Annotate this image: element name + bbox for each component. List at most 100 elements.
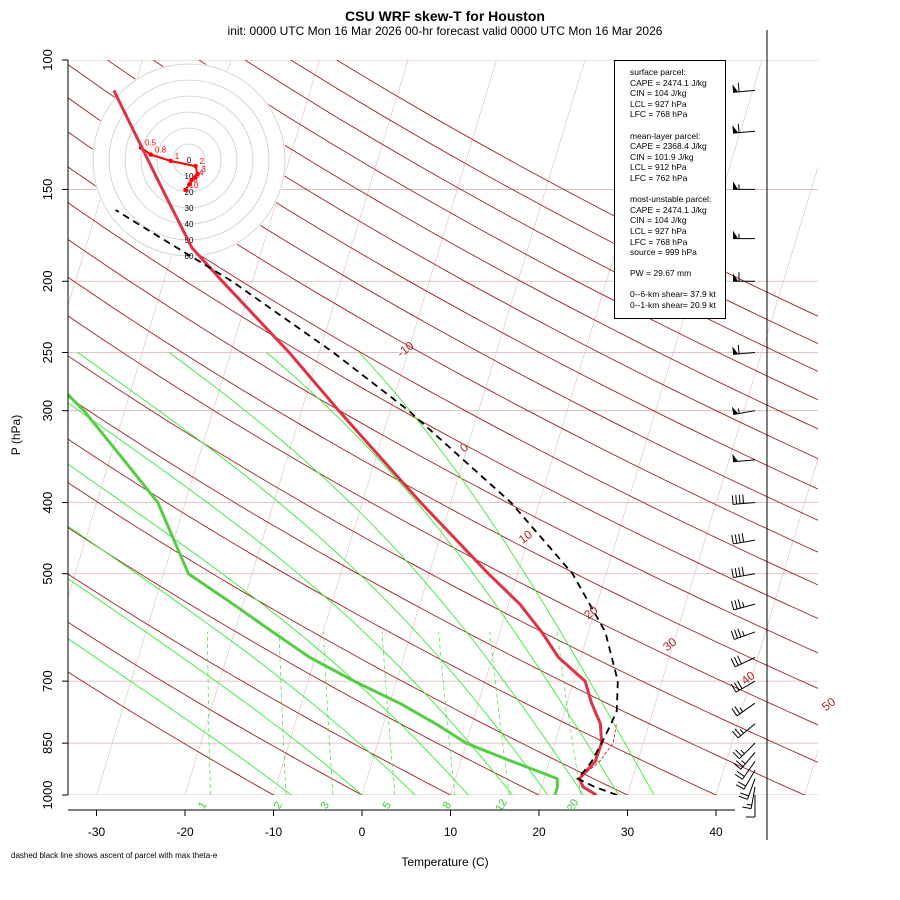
mixing-ratio-label: 8 — [441, 800, 454, 811]
most-unstable-lfc: LFC = 768 hPa — [630, 236, 688, 247]
mixing-ratio-line — [381, 631, 396, 795]
mixing-ratio-label: 20 — [565, 797, 582, 814]
parcel-footnote: dashed black line shows ascent of parcel… — [11, 851, 218, 860]
wind-barb — [738, 778, 756, 800]
barb-full — [732, 751, 740, 760]
dry-adiabat — [68, 573, 452, 795]
mixing-ratio-line — [207, 631, 211, 795]
barb-full — [730, 630, 735, 640]
surface-parcel-heading: surface parcel: — [630, 67, 686, 77]
barb-full — [741, 566, 745, 576]
barb-full — [731, 684, 737, 693]
isotherm-line — [361, 60, 586, 795]
most-unstable-heading: most-unstable parcel: — [630, 194, 712, 205]
wind-barb — [731, 533, 756, 545]
shear-0-6km: 0--6-km shear= 37.9 kt — [630, 289, 716, 300]
dry-adiabat — [68, 202, 818, 619]
barb-full — [730, 658, 736, 668]
barb-half — [740, 749, 745, 755]
barb-full — [731, 495, 734, 505]
mixing-ratio-label: 1 — [196, 800, 209, 811]
wind-barb — [730, 628, 756, 640]
isotherm-line — [804, 749, 818, 795]
y-tick-label: 700 — [40, 670, 55, 692]
hodograph-point-label: 4 — [199, 168, 204, 177]
dry-adiabat — [68, 276, 818, 689]
hodograph-point — [187, 182, 192, 187]
wind-barb — [734, 761, 756, 780]
x-tick-label: 0 — [359, 825, 366, 839]
barb-full — [731, 568, 734, 578]
precipitable-water: PW = 29.67 mm — [630, 268, 692, 279]
barb-pennant — [731, 406, 739, 415]
barb-full — [730, 601, 735, 610]
hodograph-ring-label: 30 — [185, 204, 194, 213]
x-tick-label: 20 — [532, 825, 546, 839]
dry-adiabat — [68, 315, 818, 726]
dry-adiabat — [68, 355, 818, 763]
x-tick-label: 10 — [444, 825, 458, 839]
dry-adiabat — [107, 60, 818, 460]
barb-pennant — [732, 346, 739, 355]
mixing-ratio-line — [438, 631, 456, 795]
hodograph-point-label: 3 — [201, 165, 206, 174]
wind-barb — [732, 453, 756, 463]
barb-full — [734, 728, 742, 736]
barb-full — [735, 749, 743, 757]
barb-full — [731, 708, 738, 717]
wind-barb — [733, 230, 755, 240]
moist-adiabat — [68, 638, 292, 795]
shear-0-1km: 0--1-km shear= 20.9 kt — [630, 300, 716, 311]
barb-full — [737, 781, 746, 787]
dry-adiabat — [68, 64, 818, 490]
y-tick-label: 500 — [40, 563, 55, 585]
dry-adiabat — [68, 527, 541, 795]
hodograph-point-label: 8 — [193, 175, 198, 184]
y-axis-label: P (hPa) — [9, 414, 23, 456]
barb-pennant — [732, 125, 739, 134]
barb-half — [746, 803, 752, 806]
barb-full — [736, 770, 745, 777]
barb-full — [737, 680, 743, 689]
wind-barb — [730, 655, 756, 668]
isotherm-line — [273, 60, 497, 795]
dry-adiabat — [68, 238, 818, 654]
barb-full — [734, 706, 741, 715]
barb-full — [731, 730, 739, 739]
most-unstable-cape: CAPE = 2474.1 J/kg — [630, 204, 707, 215]
dry-adiabat — [244, 60, 818, 372]
barb-full — [731, 534, 734, 545]
dewpoint-line — [68, 392, 559, 795]
barb-full — [738, 494, 741, 504]
surface-cin: CIN = 104 J/kg — [630, 88, 687, 99]
barb-pennant — [732, 453, 739, 462]
hodograph-background — [92, 63, 286, 257]
wind-barb — [730, 599, 756, 611]
hodograph-point — [195, 172, 200, 177]
x-axis-label: Temperature (C) — [401, 855, 489, 869]
hodograph-ring — [140, 111, 238, 209]
mixing-ratio-line — [278, 631, 287, 795]
wind-barb — [742, 786, 756, 810]
dry-adiabat — [68, 166, 818, 586]
barb-shaft — [735, 680, 756, 693]
barb-full — [733, 763, 742, 770]
barb-shaft — [737, 723, 756, 739]
moist-adiabat — [68, 402, 513, 795]
mean-layer-heading: mean-layer parcel: — [630, 130, 701, 141]
y-tick-label: 300 — [40, 400, 55, 422]
isotherm-line — [184, 60, 409, 795]
moist-adiabat — [68, 525, 416, 795]
barb-half — [737, 408, 740, 414]
barb-full — [737, 599, 741, 609]
barb-full — [734, 629, 739, 639]
barb-pennant — [733, 230, 738, 239]
mean-layer-cin: CIN = 101.9 J/kg — [630, 151, 694, 162]
moist-adiabat — [68, 463, 469, 795]
barb-full — [734, 773, 743, 780]
hodograph-ring — [156, 127, 222, 193]
y-tick-label: 150 — [40, 179, 55, 201]
wind-barb — [733, 181, 755, 190]
